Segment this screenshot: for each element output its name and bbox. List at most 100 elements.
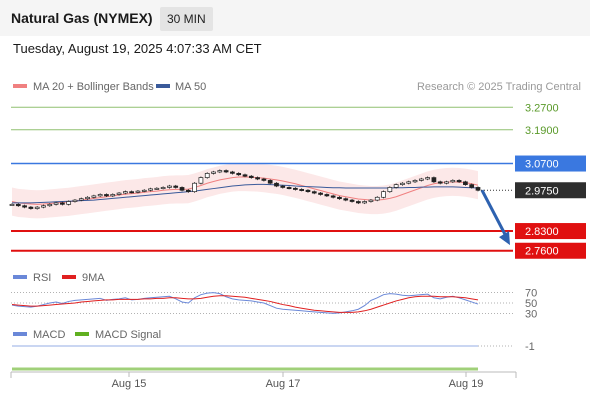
- price-candle: [9, 203, 15, 206]
- price-candle: [418, 178, 424, 181]
- price-candle: [450, 180, 456, 183]
- level-label-2.7600: 2.7600: [525, 246, 559, 258]
- x-tick-label: Aug 15: [112, 378, 147, 390]
- price-candle: [274, 182, 279, 187]
- price-candle: [204, 173, 210, 178]
- price-candle: [60, 202, 65, 205]
- level-tag-2.7600: [515, 242, 586, 259]
- level-tag-2.8300: [515, 223, 586, 240]
- price-candle: [311, 191, 317, 194]
- level-tag-3.0700: [515, 155, 586, 172]
- price-candle: [129, 191, 134, 194]
- price-candle: [47, 203, 53, 207]
- price-candle: [22, 205, 27, 208]
- price-candle: [116, 192, 122, 195]
- timeframe-button[interactable]: 30 MIN: [160, 7, 213, 31]
- price-candle: [53, 202, 59, 205]
- price-candle: [148, 188, 153, 191]
- price-candle: [141, 189, 147, 192]
- rsi-level-label-30: 30: [525, 308, 537, 320]
- price-candle: [91, 195, 97, 198]
- x-tick-label: Aug 17: [266, 378, 301, 390]
- forecast-arrow-head: [499, 231, 510, 246]
- price-candle: [135, 190, 141, 193]
- legend-ma50: MA 50: [175, 81, 206, 93]
- price-candle: [236, 173, 242, 176]
- price-candle: [167, 185, 172, 188]
- price-candle: [173, 185, 179, 188]
- price-candle: [154, 187, 160, 190]
- price-candle: [78, 198, 84, 201]
- price-candle: [374, 196, 380, 201]
- legend-rsi: RSI: [33, 272, 51, 284]
- price-candle: [286, 187, 292, 189]
- instrument-title: Natural Gas (NYMEX): [11, 10, 153, 26]
- price-candle: [425, 177, 430, 180]
- price-candle: [261, 178, 267, 181]
- legend-swatch-ma50: [156, 84, 170, 88]
- price-candle: [437, 181, 443, 184]
- price-candle: [406, 181, 412, 184]
- price-candle: [255, 177, 260, 180]
- last-price-tag: [515, 182, 586, 199]
- price-candle: [368, 199, 374, 202]
- price-candle: [230, 171, 235, 174]
- price-candle: [160, 187, 166, 189]
- price-candle: [343, 198, 349, 201]
- price-candle: [198, 177, 204, 184]
- forecast-arrow-shaft: [480, 189, 509, 239]
- price-candle: [28, 206, 34, 209]
- price-candle: [387, 187, 393, 193]
- legend-swatch-macd-signal: [75, 332, 89, 336]
- price-candle: [412, 180, 418, 183]
- last-price-label: 2.9750: [525, 185, 559, 197]
- price-candle: [85, 196, 90, 200]
- price-candle: [293, 187, 298, 190]
- legend-rsi-ma: 9MA: [82, 272, 105, 284]
- price-candle: [337, 196, 342, 200]
- price-candle: [211, 171, 216, 174]
- legend-swatch-macd: [13, 332, 27, 336]
- legend-bollinger: MA 20 + Bollinger Bands: [33, 81, 154, 93]
- price-candle: [110, 194, 116, 197]
- price-candle: [356, 201, 361, 204]
- price-candle: [192, 182, 197, 193]
- level-label-3.0700: 3.0700: [525, 159, 559, 171]
- level-label-3.1900: 3.1900: [525, 125, 559, 137]
- title-bar: [0, 0, 590, 36]
- ma50-line: [12, 183, 479, 204]
- rsi-level-label-50: 50: [525, 298, 537, 310]
- price-candle: [299, 189, 305, 191]
- price-candle: [217, 170, 223, 173]
- price-candle: [242, 174, 248, 177]
- legend-swatch-rsi-ma: [62, 275, 76, 279]
- rsi-line: [11, 292, 479, 314]
- price-candle: [400, 182, 405, 185]
- price-candle: [280, 185, 286, 188]
- macd-level-label: -1: [525, 341, 535, 353]
- price-candle: [72, 199, 78, 202]
- price-candle: [324, 194, 330, 197]
- price-candle: [431, 177, 437, 183]
- price-candle: [248, 175, 254, 178]
- price-candle: [97, 194, 103, 197]
- price-candle: [393, 184, 399, 188]
- level-label-3.2700: 3.2700: [525, 102, 559, 114]
- bollinger-band: [12, 162, 478, 219]
- price-candle: [463, 181, 468, 185]
- price-candle: [305, 189, 311, 193]
- legend-macd-signal: MACD Signal: [95, 329, 161, 341]
- price-candle: [179, 187, 185, 191]
- timestamp: Tuesday, August 19, 2025 4:07:33 AM CET: [13, 41, 262, 56]
- price-candle: [223, 170, 229, 173]
- rsi-level-label-70: 70: [525, 288, 537, 300]
- attribution: Research © 2025 Trading Central: [417, 81, 581, 93]
- price-candle: [381, 191, 386, 198]
- price-candle: [456, 180, 462, 183]
- price-candle: [349, 199, 355, 202]
- legend-macd: MACD: [33, 329, 65, 341]
- price-candle: [444, 181, 449, 184]
- price-candle: [267, 180, 273, 184]
